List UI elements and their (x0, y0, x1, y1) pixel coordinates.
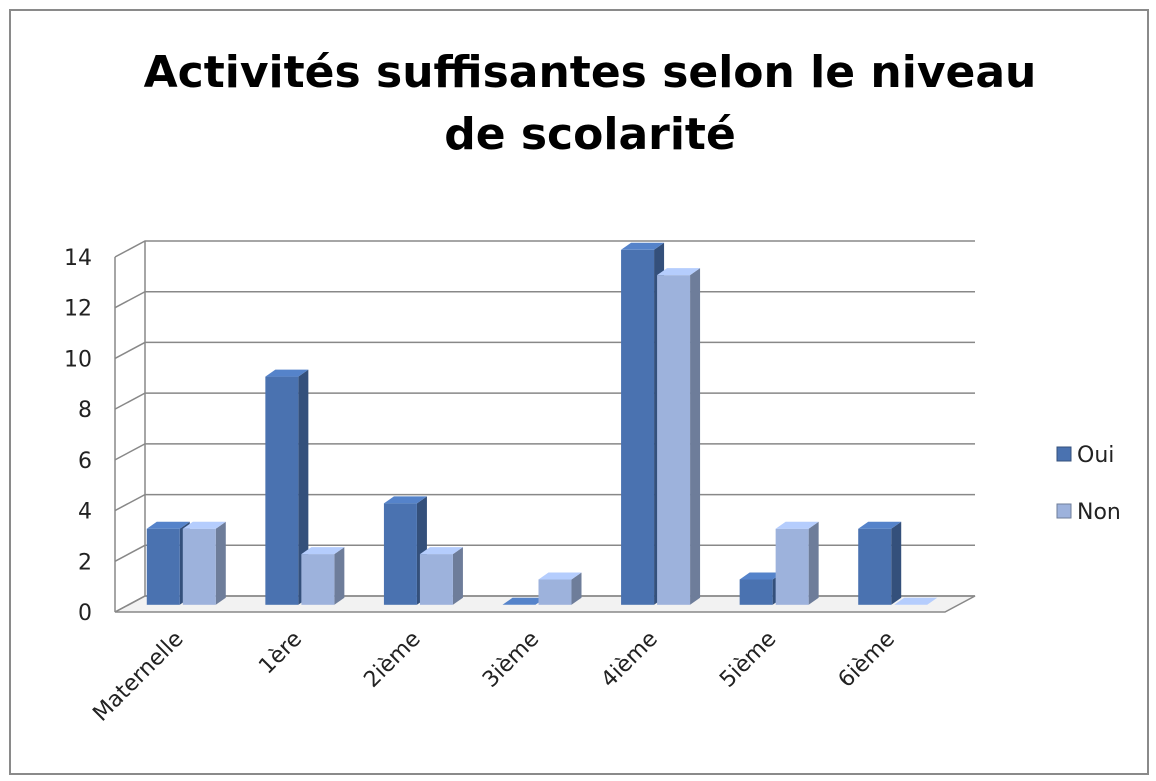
bar-front (739, 579, 773, 605)
bar-front (265, 376, 299, 605)
bar-top (146, 521, 190, 529)
bar-side (571, 572, 582, 605)
legend-label: Oui (1077, 443, 1114, 468)
bar-top (383, 496, 427, 504)
bar-top (657, 268, 701, 276)
bar-top (621, 242, 665, 250)
bar-side (891, 521, 902, 605)
bar-side (298, 369, 309, 605)
chart-border (9, 9, 1149, 775)
bar-front (182, 528, 216, 605)
bar-top (419, 547, 463, 555)
y-tick-label: 8 (78, 398, 92, 423)
bar (858, 521, 902, 605)
bar-top (182, 521, 226, 529)
bar-top (894, 597, 938, 605)
legend-label: Non (1077, 500, 1121, 525)
bar-front (538, 579, 572, 605)
bar-front (301, 554, 335, 605)
bar-side (690, 268, 701, 605)
bar-top (538, 572, 582, 580)
bar (419, 547, 463, 605)
bar-top (858, 521, 902, 529)
y-tick-label: 0 (78, 601, 92, 626)
bar-front (146, 528, 180, 605)
bar-front (775, 528, 809, 605)
legend-swatch (1056, 503, 1072, 519)
y-tick-label: 10 (64, 347, 92, 372)
y-tick-label: 12 (64, 297, 92, 322)
bar-front (657, 275, 691, 605)
bar-top (739, 572, 783, 580)
bar-front (858, 528, 892, 605)
chart-title: Activités suffisantes selon le niveau de… (143, 47, 1037, 160)
bar (894, 597, 938, 605)
bar-front (383, 503, 417, 605)
bar (301, 547, 345, 605)
bar-top (502, 597, 546, 605)
bar-front (419, 554, 453, 605)
y-tick-label: 4 (78, 500, 92, 525)
grid-line (114, 240, 975, 258)
bar-side (215, 521, 226, 605)
bar (265, 369, 309, 605)
bar-side (334, 547, 345, 605)
bar (775, 521, 819, 605)
bar-top (301, 547, 345, 555)
bar (657, 268, 701, 605)
bar (502, 597, 546, 605)
bar-side (452, 547, 463, 605)
bar-top (265, 369, 309, 377)
bar-top (775, 521, 819, 529)
bar-front (621, 249, 655, 605)
y-tick-label: 6 (78, 449, 92, 474)
bar (182, 521, 226, 605)
bar-side (808, 521, 819, 605)
bar (538, 572, 582, 605)
legend-swatch (1056, 446, 1072, 462)
y-tick-label: 14 (64, 246, 92, 271)
y-tick-label: 2 (78, 550, 92, 575)
